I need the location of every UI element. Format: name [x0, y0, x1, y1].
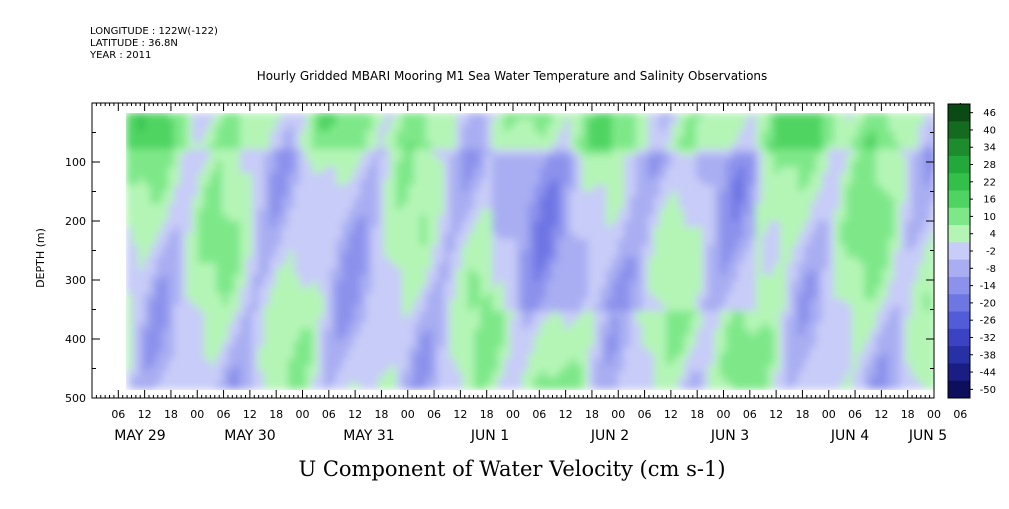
date-label: JUN 4: [830, 428, 869, 444]
colorbar-swatch: [948, 190, 970, 208]
colorbar-swatch: [948, 260, 970, 278]
x-tick-label: 06: [638, 408, 652, 421]
date-label: JUN 2: [590, 428, 629, 444]
colorbar-swatch: [948, 242, 970, 260]
colorbar-label: -14: [980, 281, 996, 292]
colorbar-label: 16: [983, 195, 996, 206]
x-tick-label: 12: [769, 408, 783, 421]
x-tick-label: 06: [111, 408, 125, 421]
x-tick-label: 12: [138, 408, 152, 421]
colorbar-swatch: [948, 173, 970, 191]
heatmap-field: [126, 113, 937, 390]
colorbar-swatch: [948, 104, 970, 122]
x-tick-label: 18: [585, 408, 599, 421]
colorbar-label: -8: [986, 264, 996, 275]
x-tick-label: 00: [296, 408, 310, 421]
colorbar-label: 22: [983, 177, 996, 188]
x-tick-label: 00: [506, 408, 520, 421]
y-tick-label: 400: [65, 333, 86, 346]
colorbar: 46 40 34 28 22 16 10 4 -2 -8 -14 -20 -26 -32 -38 -44 -50: [948, 104, 996, 399]
x-tick-label: 12: [559, 408, 573, 421]
x-tick-label: 18: [480, 408, 494, 421]
date-label: MAY 29: [114, 428, 165, 444]
x-tick-label: 18: [374, 408, 388, 421]
x-tick-label: 12: [664, 408, 678, 421]
colorbar-swatch: [948, 277, 970, 295]
colorbar-label: 10: [983, 212, 996, 223]
x-tick-label: 12: [874, 408, 888, 421]
date-label: JUN 3: [710, 428, 749, 444]
colorbar-label: -44: [980, 368, 996, 379]
x-tick-label: 18: [795, 408, 809, 421]
x-tick-label: 18: [269, 408, 283, 421]
x-tick-label: 12: [243, 408, 257, 421]
date-labels: MAY 29 MAY 30 MAY 31 JUN 1 JUN 2 JUN 3 JUN 4 JU…: [114, 428, 947, 444]
colorbar-label: 28: [983, 160, 996, 171]
y-tick-label: 500: [65, 392, 86, 405]
colorbar-label: -32: [980, 333, 996, 344]
latitude-label: LATITUDE : 36.8N: [90, 38, 178, 49]
x-tick-label: 00: [822, 408, 836, 421]
date-label: MAY 31: [343, 428, 394, 444]
x-tick-label: 18: [901, 408, 915, 421]
y-axis-label: DEPTH (m): [34, 228, 47, 288]
colorbar-swatch: [948, 381, 970, 399]
x-tick-label: 00: [717, 408, 731, 421]
colorbar-label: -50: [980, 385, 996, 396]
colorbar-label: -20: [980, 298, 996, 309]
x-tick-label: 12: [453, 408, 467, 421]
x-tick-label: 06: [532, 408, 546, 421]
colorbar-swatch: [948, 346, 970, 364]
y-tick-label: 300: [65, 274, 86, 287]
x-tick-label: 06: [848, 408, 862, 421]
chart-title: Hourly Gridded MBARI Mooring M1 Sea Wate…: [257, 69, 768, 83]
colorbar-label: 34: [983, 143, 996, 154]
x-tick-label: 18: [690, 408, 704, 421]
colorbar-swatch: [948, 139, 970, 157]
colorbar-swatch: [948, 156, 970, 174]
x-axis-label: U Component of Water Velocity (cm s-1): [298, 457, 725, 481]
x-tick-label: 06: [322, 408, 336, 421]
date-label: JUN 1: [470, 428, 509, 444]
colorbar-swatch: [948, 363, 970, 381]
colorbar-label: -38: [980, 350, 996, 361]
colorbar-swatch: [948, 121, 970, 139]
date-label: MAY 30: [224, 428, 275, 444]
x-tick-label: 06: [953, 408, 967, 421]
x-tick-label: 06: [743, 408, 757, 421]
x-tick-label: 18: [164, 408, 178, 421]
colorbar-label: 40: [983, 125, 996, 136]
x-tick-label: 00: [927, 408, 941, 421]
y-tick-label: 100: [65, 156, 86, 169]
x-tick-label: 12: [348, 408, 362, 421]
date-label: JUN 5: [908, 428, 947, 444]
colorbar-swatch: [948, 329, 970, 347]
colorbar-swatch: [948, 208, 970, 226]
colorbar-label: 46: [983, 108, 996, 119]
colorbar-label: 4: [990, 229, 996, 240]
colorbar-label: -26: [980, 316, 996, 327]
x-tick-label: 06: [427, 408, 441, 421]
x-tick-label: 00: [611, 408, 625, 421]
longitude-label: LONGITUDE : 122W(-122): [90, 26, 218, 37]
x-tick-label: 06: [217, 408, 231, 421]
colorbar-label: -2: [986, 247, 996, 258]
colorbar-swatch: [948, 294, 970, 312]
y-tick-label: 200: [65, 215, 86, 228]
x-tick-label: 00: [190, 408, 204, 421]
colorbar-swatch: [948, 312, 970, 330]
colorbar-swatch: [948, 225, 970, 243]
year-label: YEAR : 2011: [89, 50, 151, 61]
x-tick-label: 00: [401, 408, 415, 421]
